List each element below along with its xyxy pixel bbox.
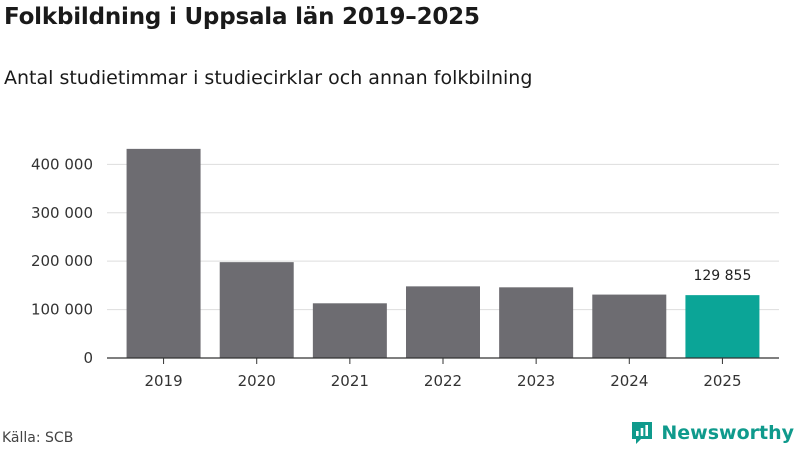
chart-title: Folkbildning i Uppsala län 2019–2025 bbox=[4, 4, 480, 30]
brand-name: Newsworthy bbox=[661, 422, 794, 444]
x-tick-label: 2022 bbox=[424, 372, 462, 390]
bar-2021 bbox=[312, 303, 387, 358]
brand-logo: Newsworthy bbox=[630, 420, 794, 446]
newsworthy-logo-icon bbox=[632, 422, 653, 444]
x-tick-label: 2025 bbox=[703, 372, 741, 390]
bars bbox=[126, 148, 760, 358]
y-tick-label: 200 000 bbox=[31, 252, 93, 270]
bar-2025 bbox=[685, 295, 760, 358]
bar-2019 bbox=[126, 148, 201, 358]
y-tick-label: 0 bbox=[83, 349, 93, 367]
x-tick-label: 2023 bbox=[517, 372, 555, 390]
x-tick-label: 2019 bbox=[144, 372, 182, 390]
x-tick-label: 2021 bbox=[331, 372, 369, 390]
y-tick-label: 400 000 bbox=[31, 155, 93, 173]
tick-labels: 0 100 000 200 000 300 000 400 000 2019 2020 202… bbox=[31, 155, 779, 390]
y-tick-label: 300 000 bbox=[31, 204, 93, 222]
x-tick-label: 2024 bbox=[610, 372, 648, 390]
chart-subtitle: Antal studietimmar i studiecirklar och a… bbox=[4, 67, 533, 89]
x-tick-label: 2020 bbox=[238, 372, 276, 390]
data-label: 129 855 bbox=[693, 268, 751, 284]
source-note: Källa: SCB bbox=[2, 430, 74, 446]
bar-2023 bbox=[499, 287, 574, 358]
bar-2020 bbox=[219, 262, 294, 358]
bar-2024 bbox=[592, 294, 667, 358]
bar-2022 bbox=[406, 286, 480, 358]
y-tick-label: 100 000 bbox=[31, 301, 93, 319]
